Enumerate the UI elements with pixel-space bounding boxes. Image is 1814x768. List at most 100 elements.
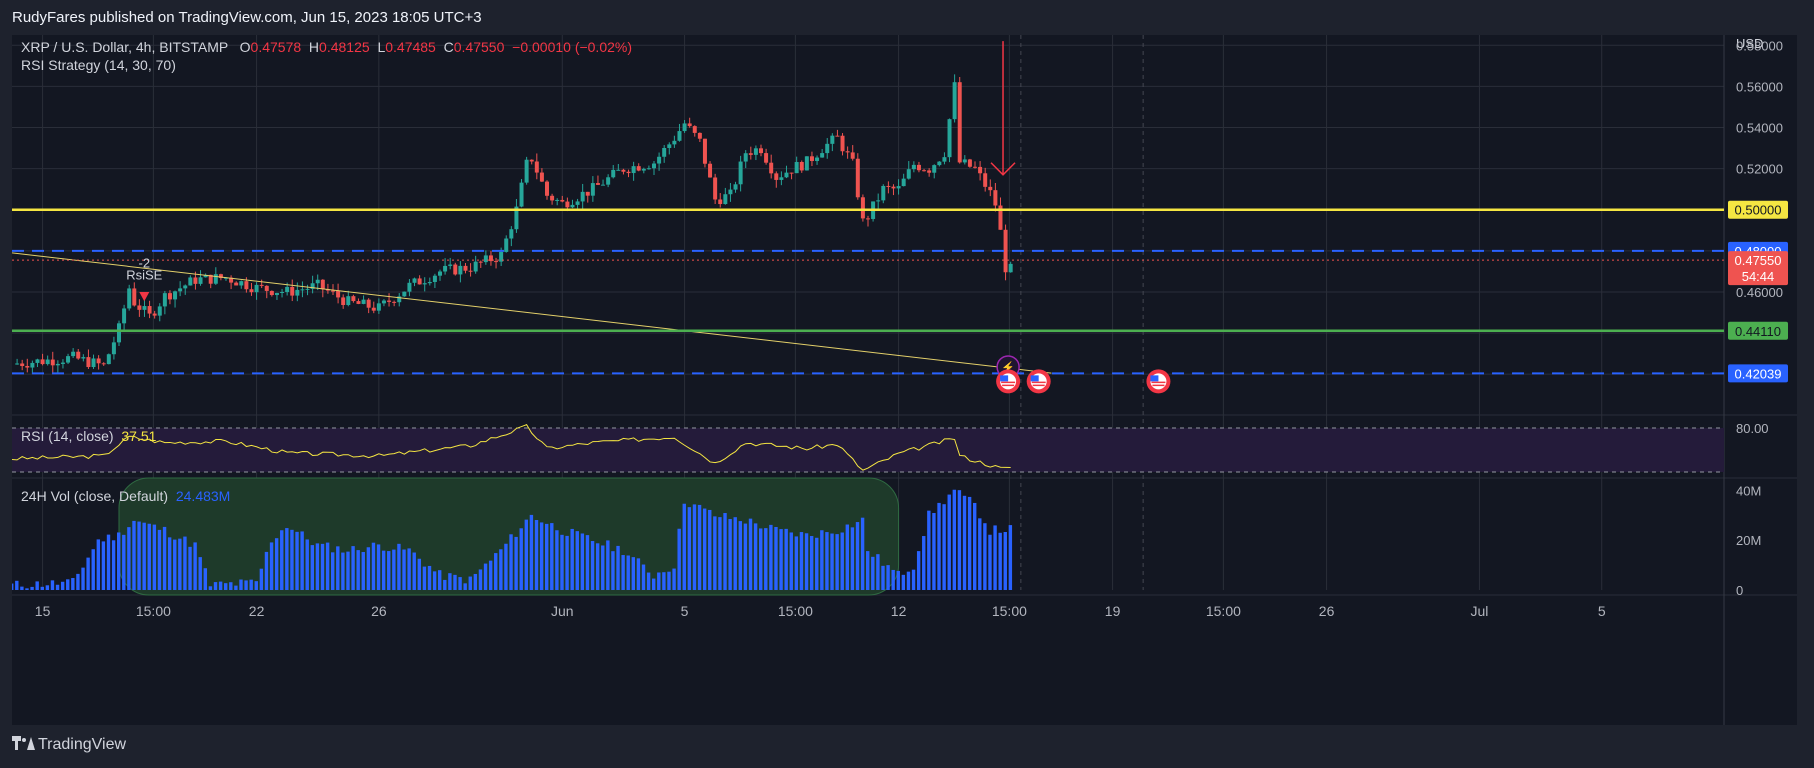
volume-bar	[534, 520, 539, 590]
volume-bar	[820, 530, 824, 590]
volume-bar	[911, 569, 916, 590]
candle-body	[922, 170, 927, 172]
candle-body	[483, 255, 488, 263]
volume-bar	[708, 509, 712, 590]
candle-body	[590, 183, 595, 196]
volume-bar	[376, 544, 381, 590]
volume-bar	[15, 580, 19, 590]
volume-bar	[753, 523, 758, 590]
candle-body	[809, 156, 814, 162]
volume-bar	[198, 557, 202, 590]
candle-body	[570, 204, 575, 208]
candle-body	[76, 351, 81, 359]
volume-bar	[988, 534, 992, 590]
volume-bar	[906, 571, 911, 590]
volume-bar	[952, 489, 957, 590]
volume-bar	[137, 521, 141, 590]
volume-bar	[769, 524, 773, 590]
price-level-label: 0.50000	[1735, 203, 1782, 218]
chart-frame[interactable]: 0.500000.480000.4755054:440.441100.42039…	[12, 35, 1797, 725]
volume-bar	[764, 528, 768, 590]
volume-bar	[127, 527, 131, 590]
volume-bar	[978, 518, 982, 590]
tradingview-logo[interactable]: TradingView	[12, 736, 126, 754]
volume-bar	[611, 551, 615, 590]
candle-body	[973, 166, 977, 168]
candle-body	[341, 297, 346, 306]
volume-bar	[60, 581, 65, 590]
candle-body	[188, 277, 193, 286]
volume-bar	[590, 541, 595, 590]
volume-bar	[774, 526, 778, 590]
volume-bar	[545, 523, 549, 590]
volume-bar	[178, 538, 182, 590]
currency-label: USD	[1736, 36, 1763, 51]
volume-bar	[947, 494, 951, 590]
candle-body	[774, 173, 779, 180]
sell-arrow-head	[990, 162, 1016, 176]
volume-bar	[71, 578, 75, 590]
volume-bar	[850, 527, 855, 590]
volume-legend: 24H Vol (close, Default) 24.483M	[21, 488, 230, 504]
candle-body	[514, 206, 519, 230]
candle-body	[137, 305, 142, 310]
candle-body	[417, 278, 422, 285]
candle-body	[453, 264, 458, 275]
candle-body	[901, 178, 906, 187]
chart-canvas[interactable]: 0.500000.480000.4755054:440.441100.42039…	[12, 35, 1797, 725]
change-value: −0.00010 (−0.02%)	[512, 39, 633, 55]
candle-body	[290, 286, 295, 296]
candle-body	[616, 169, 621, 171]
rsi-legend: RSI (14, close) 37.51	[21, 428, 156, 444]
volume-tick-label: 0	[1736, 583, 1743, 598]
volume-bar	[519, 528, 523, 590]
volume-bar	[259, 568, 264, 590]
candle-body	[504, 238, 509, 252]
candle-body	[1003, 229, 1008, 273]
candle-body	[249, 289, 254, 293]
volume-bar	[942, 504, 946, 590]
candle-body	[804, 156, 809, 171]
candle-body	[952, 82, 957, 120]
volume-bar	[66, 579, 70, 590]
volume-bar	[809, 536, 814, 590]
volume-bar	[274, 538, 279, 590]
price-level-label-bg	[1728, 200, 1788, 219]
candle-body	[381, 300, 386, 304]
date-tick-label: 15:00	[136, 603, 171, 619]
candle-body	[402, 291, 407, 297]
volume-bar	[208, 586, 213, 590]
volume-bar	[157, 529, 162, 590]
candle-body	[748, 153, 753, 155]
volume-bar	[132, 520, 136, 590]
volume-bar	[677, 528, 681, 590]
volume-bar	[855, 522, 860, 590]
candle-body	[993, 190, 998, 206]
price-level-label: 0.42039	[1735, 366, 1782, 381]
candle-body	[45, 359, 50, 365]
candle-body	[81, 357, 86, 359]
volume-bar	[167, 537, 172, 590]
candle-body	[860, 197, 865, 219]
candle-body	[274, 292, 279, 296]
volume-bar	[422, 566, 427, 590]
volume-bar	[702, 508, 707, 590]
volume-bar	[626, 555, 630, 590]
volume-bar	[550, 523, 554, 590]
volume-bar	[50, 580, 55, 590]
volume-bar	[743, 523, 748, 590]
symbol-title: XRP / U.S. Dollar, 4h, BITSTAMP	[21, 39, 228, 55]
symbol-legend: XRP / U.S. Dollar, 4h, BITSTAMP O0.47578…	[21, 39, 632, 55]
candle-body	[692, 126, 697, 133]
candle-body	[173, 291, 178, 300]
candle-body	[636, 166, 641, 171]
volume-tick-label: 40M	[1736, 483, 1761, 498]
volume-bar	[728, 518, 732, 590]
candle-body	[815, 157, 820, 162]
volume-bar	[529, 514, 534, 590]
volume-bar	[483, 563, 488, 590]
candle-body	[702, 138, 707, 164]
candle-body	[932, 165, 937, 173]
candle-body	[203, 274, 208, 278]
candle-body	[733, 184, 738, 190]
